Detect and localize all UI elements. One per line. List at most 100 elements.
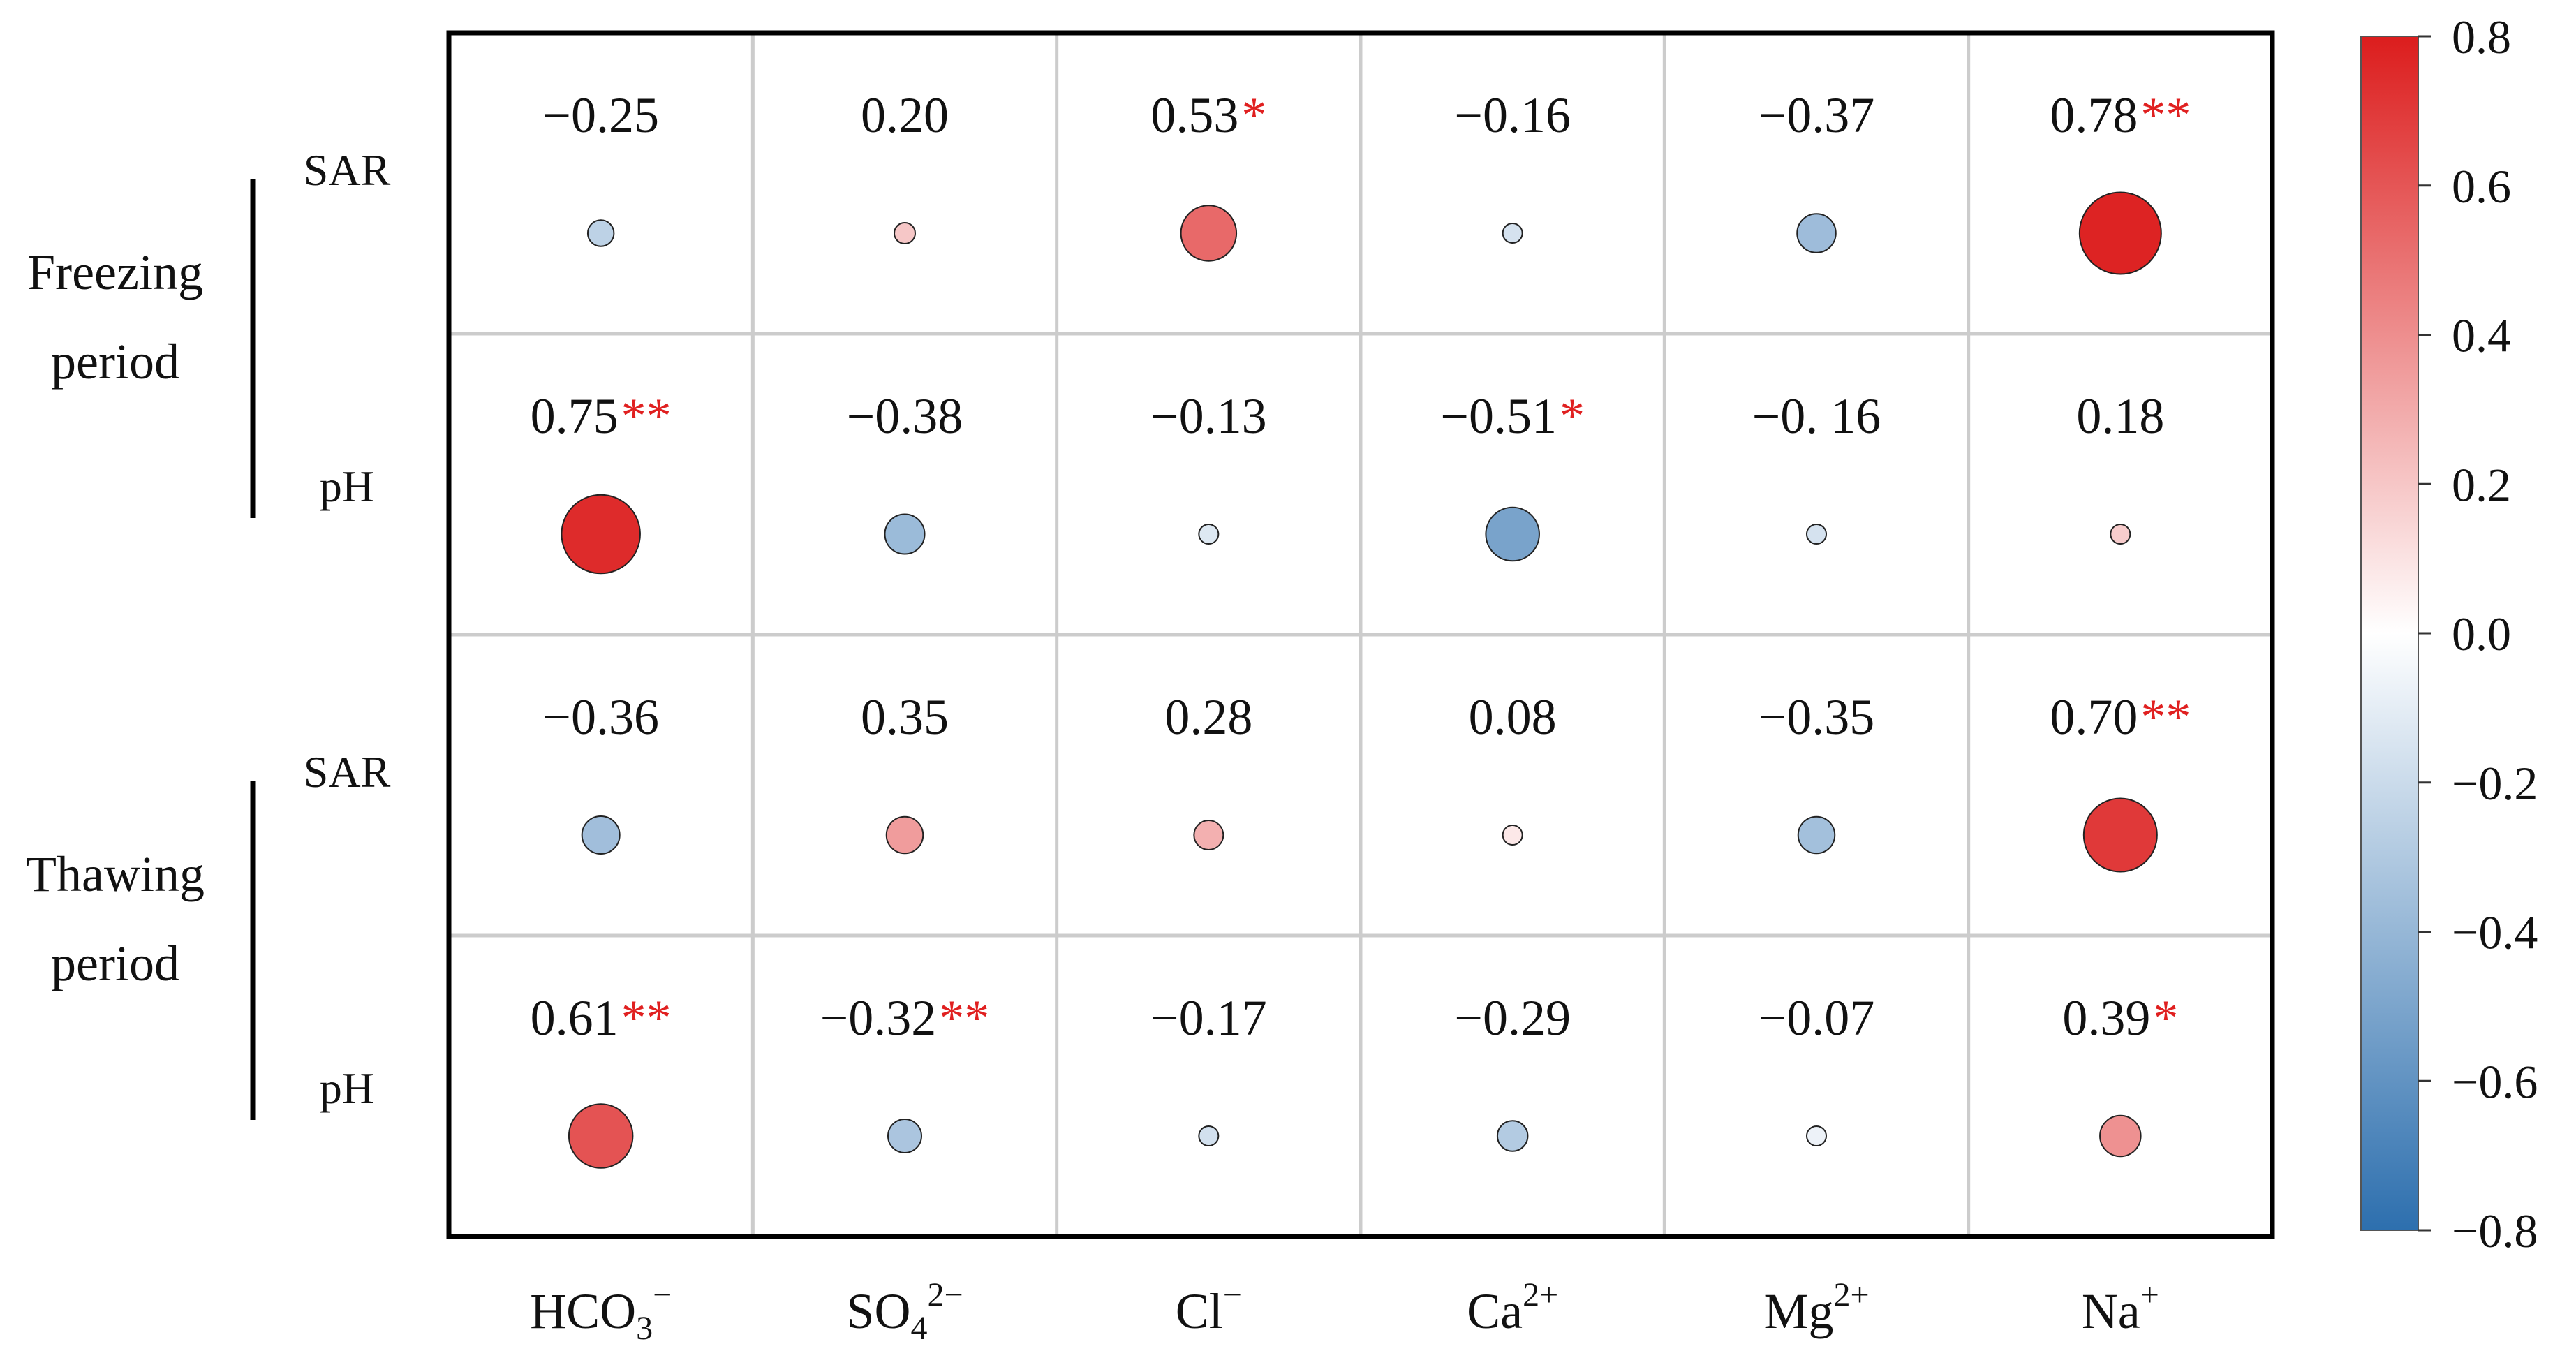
correlation-circle — [2082, 797, 2158, 873]
cell-value-label: −0.13 — [1150, 388, 1267, 444]
cell-value: −0.35 — [1759, 689, 1875, 745]
column-label: Na+ — [2082, 1276, 2159, 1339]
correlation-circle — [561, 494, 641, 575]
correlation-circle — [581, 815, 621, 855]
grid-lines — [449, 33, 2272, 1237]
significance-stars: * — [1560, 388, 1585, 444]
cell-value: 0.75 — [531, 388, 619, 444]
correlation-circle — [2110, 524, 2131, 545]
correlation-circle — [1797, 815, 1836, 855]
correlation-circle — [1502, 825, 1523, 846]
group-labels: Freezing period Thawing period — [26, 179, 256, 1120]
cell-value: −0.13 — [1150, 388, 1267, 444]
cell-value-label: −0.38 — [847, 388, 963, 444]
cell: 0.70** — [2050, 689, 2191, 873]
cell: −0.35 — [1759, 689, 1875, 855]
correlation-circle — [586, 219, 615, 247]
cell-value: 0.39 — [2062, 990, 2150, 1046]
cell-value-label: 0.28 — [1164, 689, 1252, 745]
cell-value: −0.38 — [847, 388, 963, 444]
significance-stars: * — [2153, 990, 2178, 1046]
cell: 0.08 — [1469, 689, 1557, 846]
column-label-superscript: − — [1223, 1276, 1242, 1313]
column-label-base: Mg — [1763, 1283, 1833, 1339]
cell-value-label: 0.35 — [861, 689, 949, 745]
cell-value: −0.16 — [1454, 87, 1571, 143]
row-label-sar: SAR — [304, 747, 391, 797]
cell-value: −0.37 — [1759, 87, 1875, 143]
colorbar-tick-label: −0.2 — [2452, 757, 2538, 810]
correlation-circle — [2099, 1114, 2142, 1158]
cell: 0.28 — [1164, 689, 1252, 850]
significance-stars: ** — [939, 990, 989, 1046]
row-labels: SAR pH SAR pH — [304, 145, 391, 1113]
significance-stars: ** — [621, 388, 672, 444]
column-label-subscript: 3 — [636, 1310, 653, 1347]
group-label: period — [51, 936, 179, 991]
column-label-base: Na — [2082, 1283, 2140, 1339]
cell-value: 0.35 — [861, 689, 949, 745]
column-label-superscript: 2− — [927, 1276, 963, 1313]
cell-value: −0.07 — [1759, 990, 1875, 1046]
colorbar-tick-label: 0.0 — [2452, 607, 2511, 660]
cell-value-label: 0.53* — [1150, 87, 1266, 143]
cell: 0.75** — [531, 388, 672, 575]
correlation-circle — [1180, 205, 1238, 262]
colorbar-tick-label: −0.8 — [2452, 1204, 2538, 1257]
column-label-base: HCO — [530, 1283, 636, 1339]
cell: −0.13 — [1150, 388, 1267, 545]
column-label: SO42− — [846, 1276, 963, 1347]
cell: 0.35 — [861, 689, 949, 855]
colorbar: 0.8 0.6 0.4 0.2 0.0 −0.2 −0.4 −0.6 −0.8 — [2360, 10, 2538, 1257]
cell-value: 0.53 — [1150, 87, 1238, 143]
correlation-circle — [1796, 213, 1837, 253]
correlation-circle — [1198, 1125, 1220, 1146]
cell-value-label: −0.17 — [1150, 990, 1267, 1046]
cell-value: 0.20 — [861, 87, 949, 143]
cell: 0.39* — [2062, 990, 2178, 1158]
cell-value-label: 0.39* — [2062, 990, 2178, 1046]
group-label: Freezing — [27, 244, 203, 300]
cell: −0.17 — [1150, 990, 1267, 1146]
correlation-circle — [1502, 223, 1523, 244]
significance-stars: * — [1241, 87, 1266, 143]
column-label-base: Cl — [1176, 1283, 1223, 1339]
column-label: Mg2+ — [1763, 1276, 1869, 1339]
cell-value: 0.28 — [1164, 689, 1252, 745]
cell-value-label: −0.37 — [1759, 87, 1875, 143]
cell-value: 0.18 — [2076, 388, 2164, 444]
cell-value-label: 0.75** — [531, 388, 672, 444]
correlation-circle — [2078, 191, 2162, 275]
cell-value-label: 0.78** — [2050, 87, 2191, 143]
row-label-ph: pH — [320, 1063, 374, 1113]
cell-value: 0.08 — [1469, 689, 1557, 745]
cell: −0.29 — [1454, 990, 1571, 1152]
significance-stars: ** — [2140, 689, 2191, 745]
cells: −0.25 0.20 0.53* −0.16 −0.37 0.78**0.75** −0.3… — [531, 87, 2191, 1169]
row-label-sar: SAR — [304, 145, 391, 195]
cell-value-label: −0.51* — [1440, 388, 1585, 444]
cell-value: 0.78 — [2050, 87, 2138, 143]
column-label: Cl− — [1176, 1276, 1242, 1339]
cell: −0.36 — [542, 689, 659, 855]
correlation-circle — [568, 1103, 634, 1169]
column-label: HCO3− — [530, 1276, 672, 1347]
column-label-subscript: 4 — [910, 1310, 927, 1347]
cell: −0. 16 — [1752, 388, 1881, 545]
column-label-superscript: + — [2140, 1276, 2159, 1313]
colorbar-tick-label: 0.2 — [2452, 458, 2511, 511]
cell: 0.20 — [861, 87, 949, 244]
cell: −0.25 — [542, 87, 659, 247]
cell-value: −0.17 — [1150, 990, 1267, 1046]
column-label-superscript: 2+ — [1833, 1276, 1869, 1313]
cell: −0.51* — [1440, 388, 1585, 562]
group-label: Thawing — [26, 846, 205, 902]
cell-value: −0.32 — [820, 990, 937, 1046]
cell-value-label: −0.32** — [820, 990, 990, 1046]
colorbar-tick-label: 0.6 — [2452, 160, 2511, 213]
significance-stars: ** — [621, 990, 672, 1046]
cell-value: −0.51 — [1440, 388, 1557, 444]
cell-value: −0.29 — [1454, 990, 1571, 1046]
cell-value-label: −0.16 — [1454, 87, 1571, 143]
correlation-circle — [884, 513, 926, 555]
